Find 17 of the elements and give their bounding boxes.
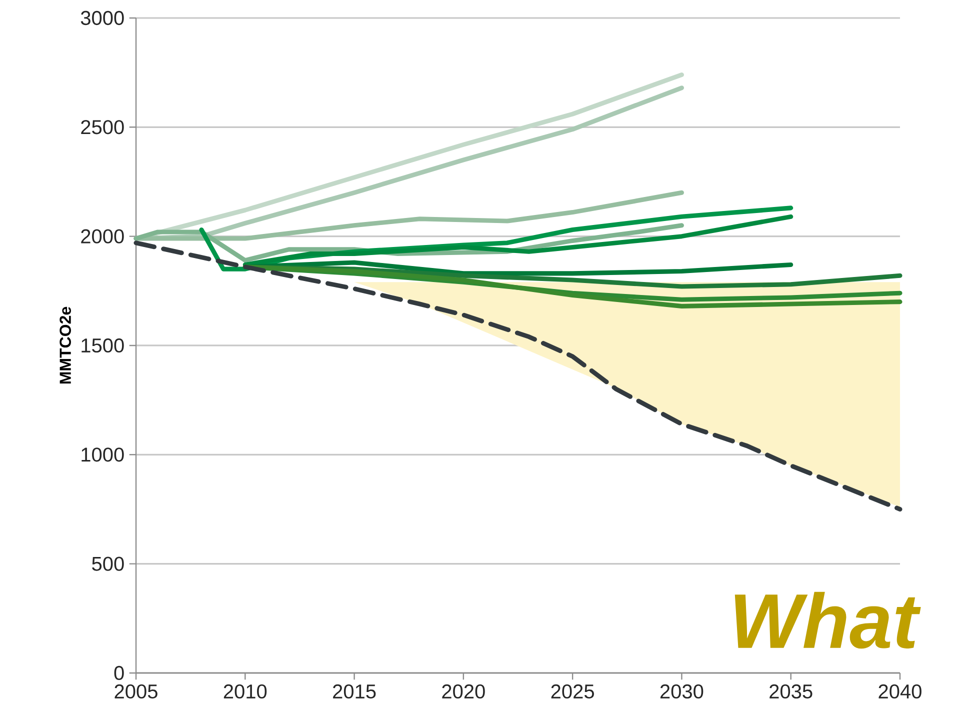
y-tick-label: 0 bbox=[114, 666, 124, 680]
y-tick-label: 2500 bbox=[81, 120, 124, 134]
x-tick-label: 2015 bbox=[333, 684, 376, 699]
x-tick-label: 2010 bbox=[224, 684, 267, 699]
x-tick-label: 2025 bbox=[551, 684, 594, 699]
x-tick-label: 2040 bbox=[878, 684, 922, 699]
y-axis-title: MMTCO2e bbox=[60, 306, 71, 384]
x-tick-label: 2005 bbox=[114, 684, 158, 699]
y-tick-label: 1000 bbox=[82, 448, 124, 462]
y-tick-label: 500 bbox=[92, 556, 124, 571]
y-tick-label: 2000 bbox=[81, 229, 124, 244]
annotation: What bbox=[734, 592, 921, 649]
y-tick-label: 1500 bbox=[82, 338, 124, 353]
y-tick-label: 3000 bbox=[80, 10, 124, 26]
x-tick-label: 2030 bbox=[660, 684, 704, 699]
x-tick-label: 2020 bbox=[442, 684, 485, 699]
x-tick-label: 2035 bbox=[770, 684, 812, 699]
